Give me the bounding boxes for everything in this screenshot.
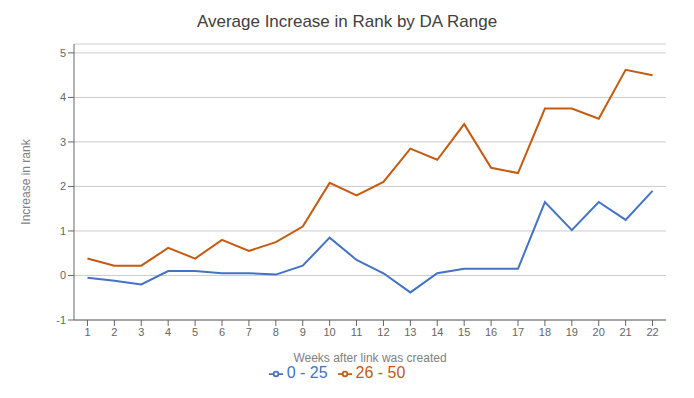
svg-text:22: 22	[646, 326, 658, 338]
svg-text:15: 15	[458, 326, 470, 338]
svg-text:5: 5	[192, 326, 198, 338]
svg-text:7: 7	[246, 326, 252, 338]
svg-text:18: 18	[539, 326, 551, 338]
svg-text:4: 4	[60, 91, 66, 103]
html-text:0 - 25: 0 - 25	[286, 364, 328, 381]
svg-text:6: 6	[219, 326, 225, 338]
svg-text:14: 14	[431, 326, 443, 338]
svg-text:2: 2	[111, 326, 117, 338]
svg-text:-1: -1	[56, 314, 66, 326]
html-text:26 - 50: 26 - 50	[355, 364, 406, 381]
svg-text:1: 1	[60, 225, 66, 237]
html-text:Average Increase in Rank by DA: Average Increase in Rank by DA Range	[196, 12, 498, 31]
svg-text:13: 13	[404, 326, 416, 338]
svg-text:10: 10	[324, 326, 336, 338]
svg-text:9: 9	[300, 326, 306, 338]
svg-text:3: 3	[138, 326, 144, 338]
svg-text:11: 11	[351, 326, 362, 338]
svg-text:20: 20	[593, 326, 605, 338]
svg-text:12: 12	[377, 326, 389, 338]
svg-text:3: 3	[60, 136, 66, 148]
svg-text:0: 0	[60, 269, 66, 281]
svg-text:8: 8	[273, 326, 279, 338]
svg-text:21: 21	[620, 326, 632, 338]
svg-text:2: 2	[60, 180, 66, 192]
svg-text:19: 19	[566, 326, 578, 338]
svg-text:Increase in rank: Increase in rank	[19, 138, 33, 224]
svg-text:4: 4	[165, 326, 171, 338]
svg-text:1: 1	[84, 326, 90, 338]
svg-text:5: 5	[60, 47, 66, 59]
svg-text:Weeks after link was created: Weeks after link was created	[293, 351, 446, 365]
svg-text:16: 16	[485, 326, 497, 338]
svg-text:17: 17	[512, 326, 524, 338]
